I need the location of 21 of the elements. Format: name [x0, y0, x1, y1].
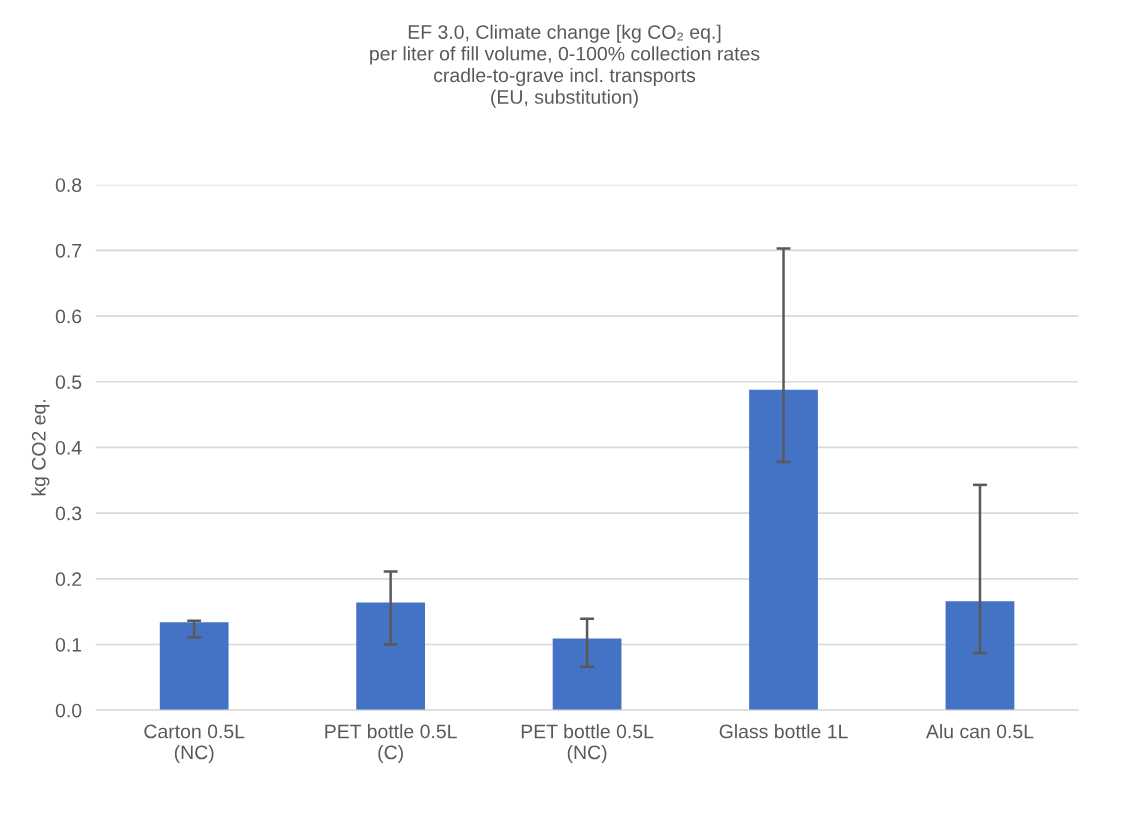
- bar: [749, 389, 818, 711]
- bar: [552, 638, 622, 711]
- chart-title: EF 3.0, Climate change [kg CO₂ eq.] per liter of fill volume, 0-100% collection rates cradle-to-grave incl. transports (EU, substitution): [370, 24, 760, 108]
- x-tick-label: Carton 0.5L (NC): [144, 724, 245, 764]
- x-tick-label: Alu can 0.5L: [925, 724, 1034, 739]
- y-tick-label: 0.6: [55, 309, 82, 324]
- y-tick-label: 0.0: [55, 703, 82, 718]
- bar: [945, 601, 1015, 711]
- x-tick-label: PET bottle 0.5L (NC): [521, 724, 654, 764]
- x-tick-label: PET bottle 0.5L (C): [325, 724, 457, 764]
- y-tick-label: 0.5: [55, 375, 82, 389]
- y-axis-title: kg CO2 eq.: [31, 400, 50, 496]
- bar: [356, 602, 426, 711]
- y-tick-label: 0.2: [55, 572, 82, 587]
- y-tick-label: 0.3: [55, 506, 82, 521]
- y-tick-label: 0.1: [55, 637, 82, 652]
- y-tick-label: 0.4: [55, 440, 82, 455]
- y-tick-label: 0.8: [55, 178, 82, 192]
- y-tick-label: 0.7: [55, 243, 82, 258]
- x-tick-label: Glass bottle 1L: [719, 724, 848, 739]
- bar: [159, 622, 229, 711]
